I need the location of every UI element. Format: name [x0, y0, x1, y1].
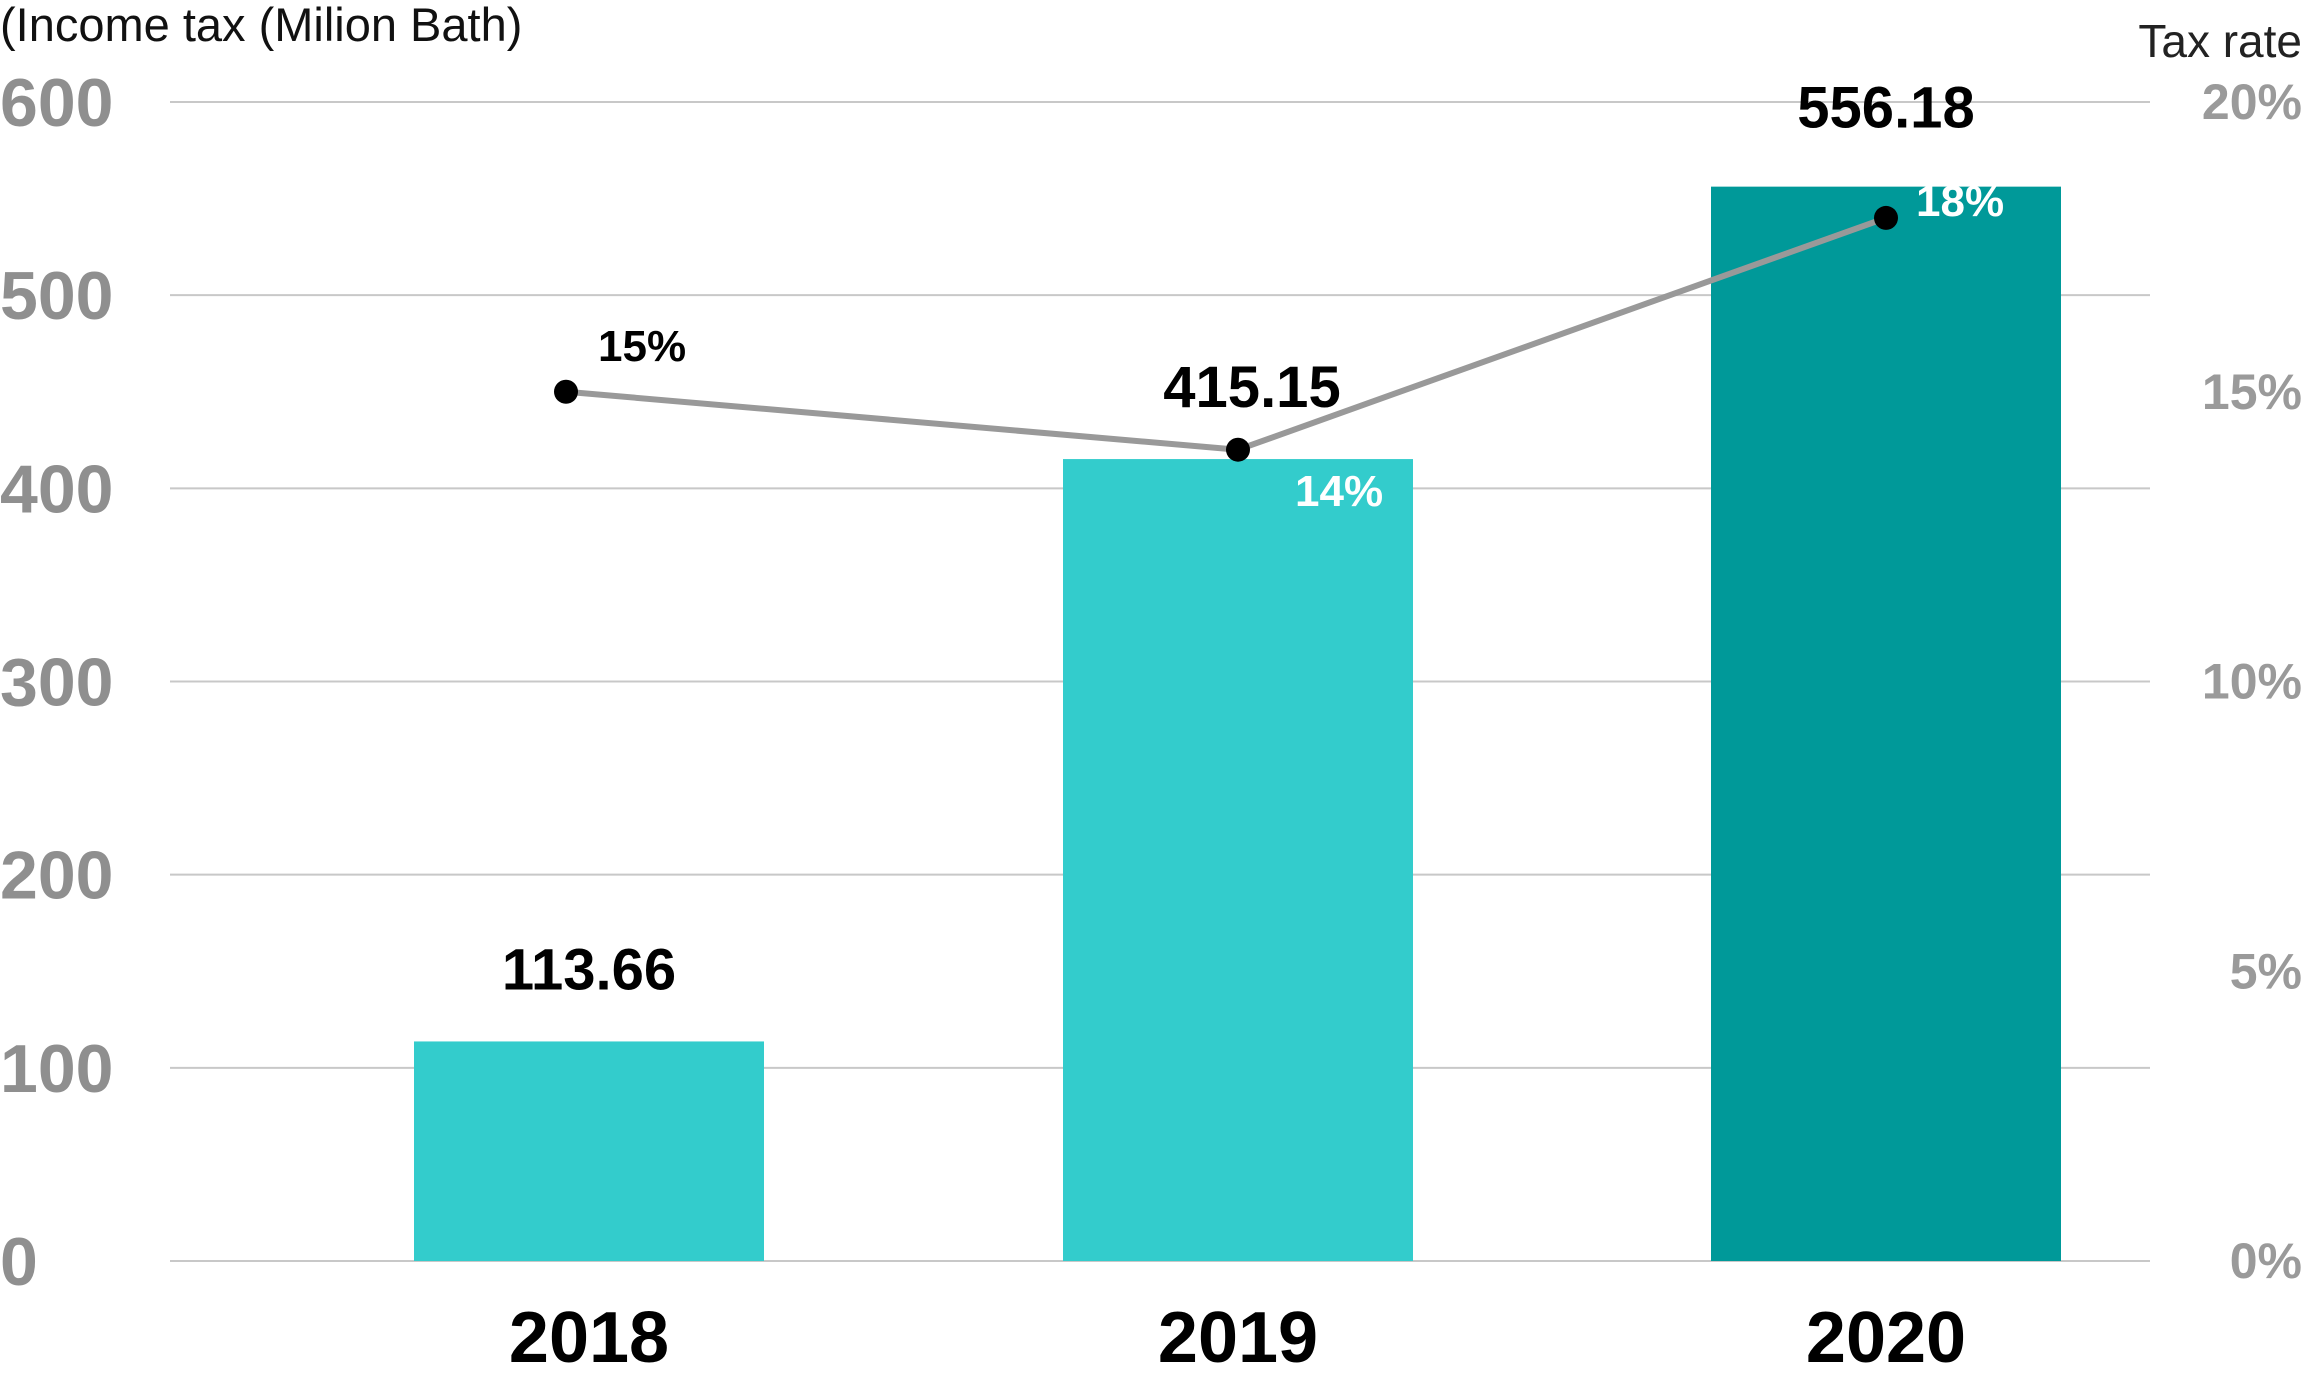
data-labels: 113.66 415.15 556.18 15% 14% 18% — [502, 76, 2004, 1003]
tax-rate-label-2020: 18% — [1916, 177, 2004, 226]
tax-rate-point-2018 — [554, 379, 578, 404]
right-axis-ticks: 0% 5% 10% 15% 20% — [2202, 74, 2302, 1289]
left-axis-tick-label: 0 — [0, 1224, 38, 1300]
category-label-2018: 2018 — [509, 1298, 669, 1378]
left-axis-ticks: 0 100 200 300 400 500 600 — [0, 65, 113, 1300]
bar-series — [414, 186, 2061, 1261]
right-axis-tick-label: 20% — [2202, 74, 2302, 130]
tax-rate-point-2019 — [1226, 437, 1250, 462]
bar-2020 — [1711, 186, 2061, 1261]
bar-2018 — [414, 1041, 764, 1261]
left-axis-label: (Income tax (Milion Bath) — [0, 0, 522, 51]
left-axis-tick-label: 200 — [0, 838, 113, 914]
category-label-2019: 2019 — [1158, 1298, 1318, 1378]
bar-value-label-2020: 556.18 — [1797, 76, 1974, 141]
left-axis-tick-label: 600 — [0, 65, 113, 141]
left-axis-tick-label: 400 — [0, 451, 113, 527]
right-axis-label: Tax rate — [2138, 15, 2302, 67]
left-axis-tick-label: 500 — [0, 258, 113, 334]
left-axis-tick-label: 100 — [0, 1031, 113, 1107]
tax-rate-label-2019: 14% — [1295, 467, 1383, 516]
left-axis-tick-label: 300 — [0, 645, 113, 721]
bar-2019 — [1063, 459, 1413, 1261]
right-axis-tick-label: 10% — [2202, 654, 2302, 710]
category-labels: 2018 2019 2020 — [509, 1298, 1966, 1378]
category-label-2020: 2020 — [1806, 1298, 1966, 1378]
right-axis-tick-label: 5% — [2230, 943, 2302, 999]
right-axis-tick-label: 0% — [2230, 1233, 2302, 1289]
bar-value-label-2019: 415.15 — [1163, 355, 1340, 420]
tax-rate-label-2018: 15% — [598, 322, 686, 371]
tax-rate-point-2020 — [1874, 205, 1898, 230]
bar-value-label-2018: 113.66 — [502, 937, 676, 1002]
tax-rate-series — [554, 205, 1898, 462]
right-axis-tick-label: 15% — [2202, 364, 2302, 420]
